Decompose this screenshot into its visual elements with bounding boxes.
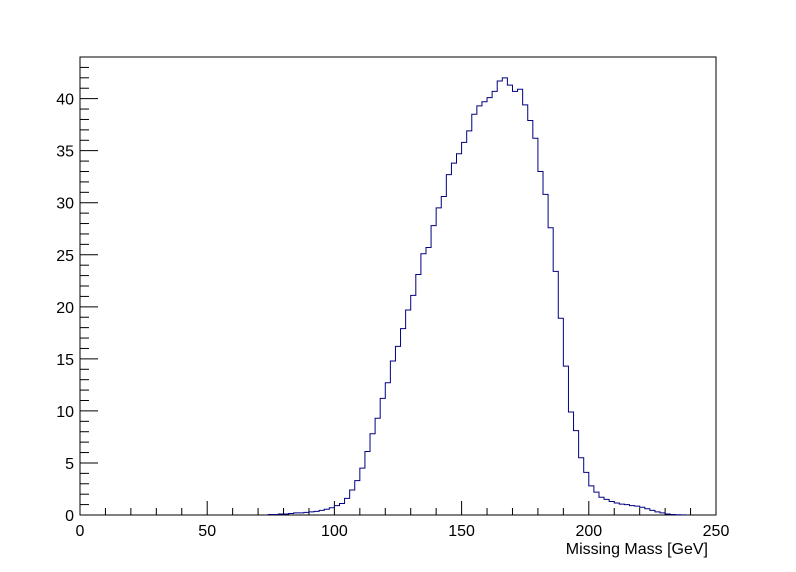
x-tick-label: 100 xyxy=(321,523,348,540)
y-tick-label: 15 xyxy=(56,352,74,369)
y-tick-label: 10 xyxy=(56,404,74,421)
y-tick-label: 20 xyxy=(56,300,74,317)
y-axis-ticks xyxy=(80,56,98,516)
x-axis-ticks xyxy=(79,501,717,515)
x-axis-tick-labels: 0 50 100 150 200 250 xyxy=(76,523,730,540)
y-tick-label: 35 xyxy=(56,144,74,161)
y-axis-tick-labels: 0 5 10 15 20 25 30 35 40 xyxy=(56,92,74,525)
x-tick-label: 200 xyxy=(575,523,602,540)
histogram-series-line xyxy=(267,77,686,516)
y-tick-label: 30 xyxy=(56,196,74,213)
x-tick-label: 250 xyxy=(703,523,730,540)
y-tick-label: 5 xyxy=(65,456,74,473)
plot-frame xyxy=(79,56,717,516)
x-tick-label: 150 xyxy=(448,523,475,540)
y-tick-label: 40 xyxy=(56,92,74,109)
x-axis-title: Missing Mass [GeV] xyxy=(566,541,708,558)
x-tick-label: 0 xyxy=(76,523,85,540)
y-tick-label: 25 xyxy=(56,248,74,265)
x-tick-label: 50 xyxy=(198,523,216,540)
y-tick-label: 0 xyxy=(65,508,74,525)
